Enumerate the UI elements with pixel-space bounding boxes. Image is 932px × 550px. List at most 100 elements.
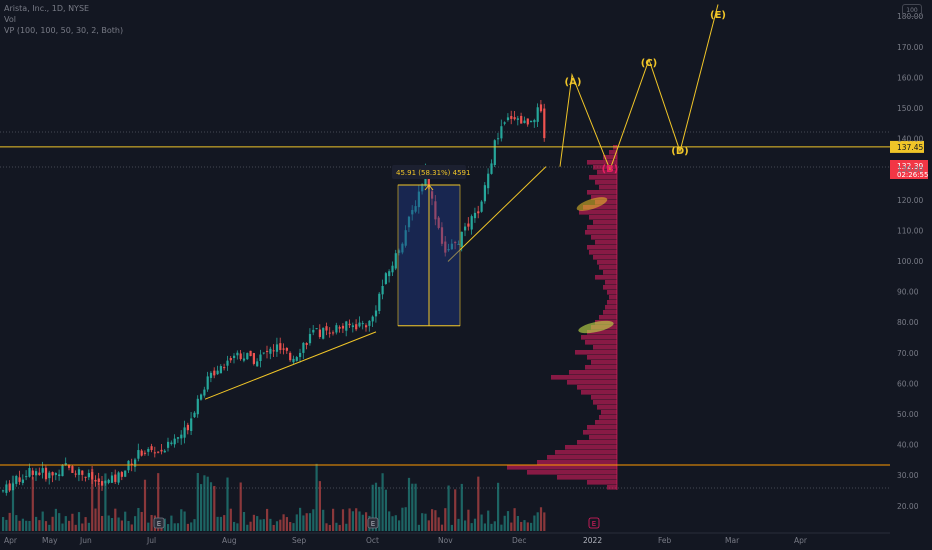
candle-body	[398, 250, 401, 253]
candle-body	[345, 321, 348, 331]
volume-bar	[200, 484, 203, 531]
volume-profile-bar	[603, 270, 617, 275]
candle-body	[325, 326, 328, 331]
volume-bar	[467, 509, 470, 531]
volume-bar	[35, 516, 38, 531]
candle-body	[200, 394, 203, 400]
volume-bar	[292, 523, 295, 531]
volume-bar	[190, 522, 193, 531]
candle-body	[223, 367, 226, 369]
price-tick-label: 170.00	[897, 43, 923, 52]
legend-volume-profile[interactable]: VP (100, 100, 50, 30, 2, Both)	[4, 26, 124, 35]
candle-body	[246, 353, 249, 360]
volume-bar	[401, 507, 404, 531]
volume-profile-bar	[605, 280, 617, 285]
volume-bar	[21, 518, 24, 531]
volume-bar	[506, 511, 510, 531]
volume-bar	[407, 477, 411, 531]
last-price-label: 132.39	[897, 162, 923, 171]
volume-bar	[358, 511, 361, 531]
candle-body	[233, 355, 236, 359]
volume-profile-bar	[567, 380, 617, 385]
wave-label: (D)	[671, 146, 688, 157]
earnings-marker[interactable]: E	[367, 517, 379, 529]
volume-bar	[305, 513, 308, 531]
candle-body	[219, 366, 222, 374]
time-tick-label: Feb	[658, 536, 672, 545]
candle-body	[84, 476, 87, 478]
volume-bar	[163, 518, 166, 531]
volume-profile-bar	[585, 230, 617, 235]
candle-body	[289, 352, 292, 361]
volume-bar	[18, 520, 21, 531]
candle-body	[143, 452, 147, 454]
candle-body	[54, 473, 57, 475]
candle-body	[157, 451, 160, 453]
volume-profile-bar	[507, 465, 617, 470]
volume-bar	[391, 516, 394, 531]
candle-body	[120, 472, 123, 477]
candle-body	[371, 316, 374, 322]
price-axis[interactable]: 20.00 30.00 40.00 50.00 60.00 70.00 80.00 90.00…	[897, 12, 923, 511]
candle-body	[77, 469, 81, 475]
candle-body	[134, 459, 137, 467]
volume-profile-bar	[607, 300, 617, 305]
volume-bar	[497, 482, 500, 531]
volume-profile-bar	[557, 475, 617, 480]
volume-bar	[440, 524, 444, 531]
earnings-marker-box	[153, 517, 165, 529]
volume-bar	[157, 473, 160, 531]
volume-profile-bar	[587, 425, 617, 430]
candle-body	[536, 107, 539, 122]
candle-body	[477, 211, 480, 214]
volume-bar	[345, 523, 348, 531]
volume-profile-bar	[593, 345, 617, 350]
earnings-marker[interactable]: E	[588, 517, 600, 529]
wave-path[interactable]	[559, 4, 719, 172]
candle-body	[318, 329, 321, 337]
measure-label-box	[392, 165, 466, 179]
volume-profile-bar	[587, 355, 617, 360]
candle-body	[28, 468, 31, 477]
last-price-tag	[890, 160, 928, 179]
volume-bar	[470, 523, 473, 531]
candle-body	[500, 126, 503, 139]
legend-symbol[interactable]: Arista, Inc., 1D, NYSE	[4, 4, 90, 13]
volume-bar	[325, 523, 328, 531]
trend-line[interactable]	[447, 166, 547, 262]
legend-volume[interactable]: Vol	[4, 15, 16, 24]
price-tick-label: 40.00	[897, 441, 919, 450]
volume-bar	[464, 520, 467, 531]
earnings-marker[interactable]: E	[153, 517, 165, 529]
price-tick-label: 50.00	[897, 410, 919, 419]
volume-profile-bar	[589, 215, 617, 220]
volume-profile-bar	[577, 440, 617, 445]
volume-bar	[167, 524, 170, 531]
volume-profile	[507, 145, 618, 490]
candle-body	[421, 184, 424, 192]
volume-bar	[223, 515, 226, 531]
candle-body	[68, 464, 71, 468]
volume-bar	[107, 515, 110, 531]
volume-profile-bar	[597, 170, 617, 175]
time-tick-label: Jun	[79, 536, 92, 545]
candle-body	[404, 230, 407, 246]
volume-bar	[328, 524, 331, 531]
trend-line[interactable]	[204, 331, 377, 400]
volume-bar	[457, 518, 460, 531]
price-tick-label: 130.00	[897, 165, 923, 174]
wave-label: (E)	[710, 10, 726, 21]
volume-bar	[450, 524, 453, 531]
candle-body	[407, 216, 411, 228]
drawings[interactable]: 137.45 45.91 (58.31%) 4591 (A) (B) (C) (D) (E)…	[0, 4, 928, 529]
candle-body	[2, 490, 5, 492]
candle-body	[355, 324, 358, 330]
scale-badge[interactable]: 100	[902, 4, 922, 17]
volume-bar	[539, 507, 543, 531]
volume-bar	[341, 509, 345, 531]
volume-bar	[523, 520, 526, 531]
volume-bar	[543, 512, 546, 531]
volume-bar	[335, 522, 338, 531]
time-axis[interactable]: Apr May Jun Jul Aug Sep Oct Nov Dec 2022 Feb Mar Apr	[4, 536, 808, 545]
